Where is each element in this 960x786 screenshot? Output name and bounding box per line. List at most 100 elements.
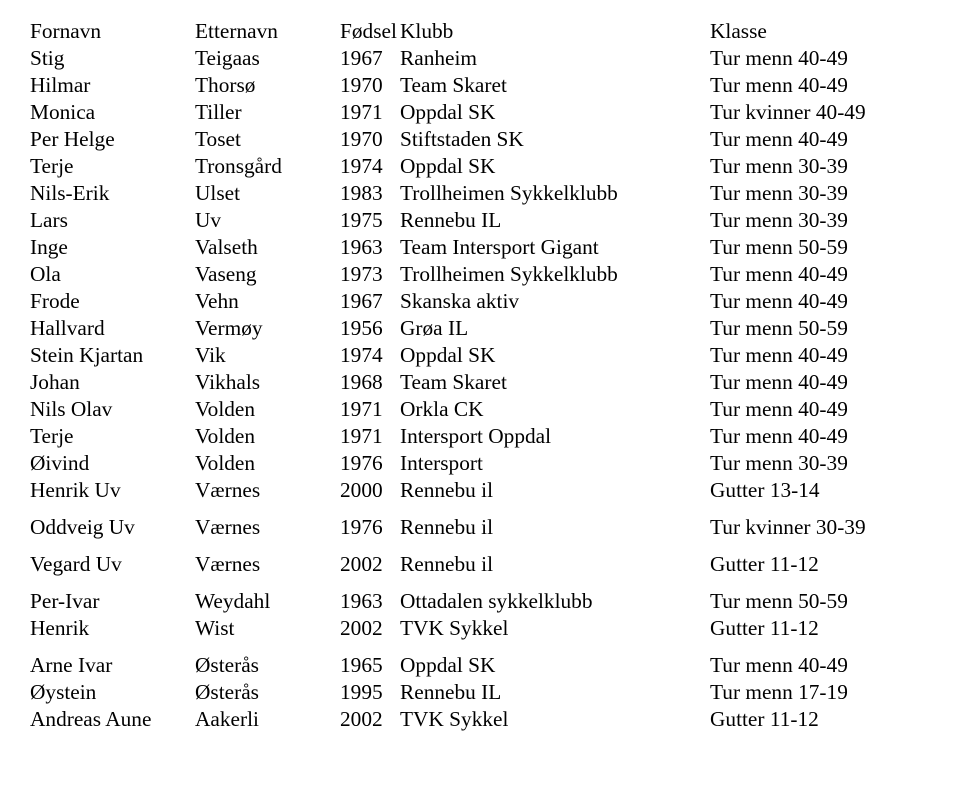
- cell-klubb: Stiftstaden SK: [400, 126, 710, 153]
- cell-fornavn: Monica: [30, 99, 195, 126]
- cell-etternavn: Østerås: [195, 679, 340, 706]
- cell-klasse: Tur menn 40-49: [710, 423, 930, 450]
- cell-fodsel: 1965: [340, 652, 400, 679]
- table-row: ØivindVolden1976IntersportTur menn 30-39: [30, 450, 930, 477]
- cell-klasse: Tur menn 40-49: [710, 396, 930, 423]
- table-row: FrodeVehn1967Skanska aktivTur menn 40-49: [30, 288, 930, 315]
- cell-fodsel: 1968: [340, 369, 400, 396]
- cell-fornavn: Ola: [30, 261, 195, 288]
- group-gap: [30, 578, 930, 588]
- col-header-klasse: Klasse: [710, 18, 930, 45]
- cell-fodsel: 2002: [340, 706, 400, 733]
- cell-klubb: Rennebu IL: [400, 207, 710, 234]
- cell-klasse: Tur menn 40-49: [710, 288, 930, 315]
- cell-klubb: Intersport Oppdal: [400, 423, 710, 450]
- col-header-klubb: Klubb: [400, 18, 710, 45]
- cell-klubb: Oppdal SK: [400, 153, 710, 180]
- table-row: Stein KjartanVik1974Oppdal SKTur menn 40…: [30, 342, 930, 369]
- table-row: Nils-ErikUlset1983Trollheimen Sykkelklub…: [30, 180, 930, 207]
- cell-klubb: Trollheimen Sykkelklubb: [400, 261, 710, 288]
- cell-fodsel: 1971: [340, 396, 400, 423]
- cell-klubb: Ranheim: [400, 45, 710, 72]
- cell-klasse: Gutter 11-12: [710, 551, 930, 578]
- cell-klubb: TVK Sykkel: [400, 706, 710, 733]
- cell-fodsel: 2002: [340, 551, 400, 578]
- cell-fornavn: Inge: [30, 234, 195, 261]
- cell-klasse: Gutter 11-12: [710, 706, 930, 733]
- cell-etternavn: Ulset: [195, 180, 340, 207]
- table-row: TerjeTronsgård1974Oppdal SKTur menn 30-3…: [30, 153, 930, 180]
- cell-fornavn: Stig: [30, 45, 195, 72]
- cell-fodsel: 1971: [340, 99, 400, 126]
- cell-fodsel: 2002: [340, 615, 400, 642]
- cell-klasse: Tur menn 40-49: [710, 45, 930, 72]
- cell-etternavn: Tiller: [195, 99, 340, 126]
- cell-fodsel: 1967: [340, 288, 400, 315]
- cell-fornavn: Henrik: [30, 615, 195, 642]
- table-header-row: FornavnEtternavnFødselKlubbKlasse: [30, 18, 930, 45]
- cell-klasse: Tur menn 30-39: [710, 450, 930, 477]
- cell-fornavn: Frode: [30, 288, 195, 315]
- cell-klasse: Tur kvinner 40-49: [710, 99, 930, 126]
- cell-fornavn: Vegard Uv: [30, 551, 195, 578]
- table-row: Oddveig UvVærnes1976Rennebu ilTur kvinne…: [30, 514, 930, 541]
- cell-fodsel: 2000: [340, 477, 400, 504]
- cell-fornavn: Nils-Erik: [30, 180, 195, 207]
- cell-fodsel: 1995: [340, 679, 400, 706]
- cell-fornavn: Øivind: [30, 450, 195, 477]
- cell-fodsel: 1983: [340, 180, 400, 207]
- cell-fornavn: Oddveig Uv: [30, 514, 195, 541]
- cell-fornavn: Per-Ivar: [30, 588, 195, 615]
- cell-klasse: Tur menn 50-59: [710, 234, 930, 261]
- table-row: OlaVaseng1973Trollheimen SykkelklubbTur …: [30, 261, 930, 288]
- results-table: FornavnEtternavnFødselKlubbKlasseStigTei…: [0, 0, 960, 751]
- cell-klubb: Orkla CK: [400, 396, 710, 423]
- table-row: Per HelgeToset1970Stiftstaden SKTur menn…: [30, 126, 930, 153]
- cell-klubb: Rennebu IL: [400, 679, 710, 706]
- cell-klubb: Intersport: [400, 450, 710, 477]
- cell-fodsel: 1973: [340, 261, 400, 288]
- cell-klasse: Tur menn 30-39: [710, 207, 930, 234]
- cell-klasse: Tur menn 40-49: [710, 261, 930, 288]
- cell-fornavn: Nils Olav: [30, 396, 195, 423]
- cell-fodsel: 1976: [340, 450, 400, 477]
- table-row: StigTeigaas1967RanheimTur menn 40-49: [30, 45, 930, 72]
- cell-klubb: Skanska aktiv: [400, 288, 710, 315]
- table-row: Vegard UvVærnes2002Rennebu ilGutter 11-1…: [30, 551, 930, 578]
- table-row: HenrikWist2002TVK SykkelGutter 11-12: [30, 615, 930, 642]
- cell-etternavn: Volden: [195, 423, 340, 450]
- cell-etternavn: Tronsgård: [195, 153, 340, 180]
- cell-fornavn: Andreas Aune: [30, 706, 195, 733]
- cell-fodsel: 1970: [340, 72, 400, 99]
- cell-klubb: Oppdal SK: [400, 342, 710, 369]
- table-row: Andreas AuneAakerli2002TVK SykkelGutter …: [30, 706, 930, 733]
- cell-klubb: Oppdal SK: [400, 99, 710, 126]
- cell-etternavn: Vikhals: [195, 369, 340, 396]
- cell-klasse: Tur menn 50-59: [710, 588, 930, 615]
- cell-klubb: TVK Sykkel: [400, 615, 710, 642]
- cell-etternavn: Volden: [195, 396, 340, 423]
- cell-etternavn: Wist: [195, 615, 340, 642]
- cell-klubb: Team Skaret: [400, 72, 710, 99]
- cell-fodsel: 1976: [340, 514, 400, 541]
- table-row: TerjeVolden1971Intersport OppdalTur menn…: [30, 423, 930, 450]
- cell-klubb: Rennebu il: [400, 551, 710, 578]
- table-row: HilmarThorsø1970Team SkaretTur menn 40-4…: [30, 72, 930, 99]
- table-row: ØysteinØsterås1995Rennebu ILTur menn 17-…: [30, 679, 930, 706]
- group-gap: [30, 541, 930, 551]
- cell-etternavn: Værnes: [195, 514, 340, 541]
- cell-klubb: Grøa IL: [400, 315, 710, 342]
- col-header-etternavn: Etternavn: [195, 18, 340, 45]
- cell-etternavn: Østerås: [195, 652, 340, 679]
- table-row: Nils OlavVolden1971Orkla CKTur menn 40-4…: [30, 396, 930, 423]
- cell-fodsel: 1956: [340, 315, 400, 342]
- cell-etternavn: Aakerli: [195, 706, 340, 733]
- cell-klasse: Tur menn 17-19: [710, 679, 930, 706]
- cell-klubb: Rennebu il: [400, 514, 710, 541]
- cell-etternavn: Weydahl: [195, 588, 340, 615]
- group-gap: [30, 504, 930, 514]
- table-row: HallvardVermøy1956Grøa ILTur menn 50-59: [30, 315, 930, 342]
- cell-klasse: Gutter 11-12: [710, 615, 930, 642]
- cell-fodsel: 1974: [340, 153, 400, 180]
- cell-klasse: Tur kvinner 30-39: [710, 514, 930, 541]
